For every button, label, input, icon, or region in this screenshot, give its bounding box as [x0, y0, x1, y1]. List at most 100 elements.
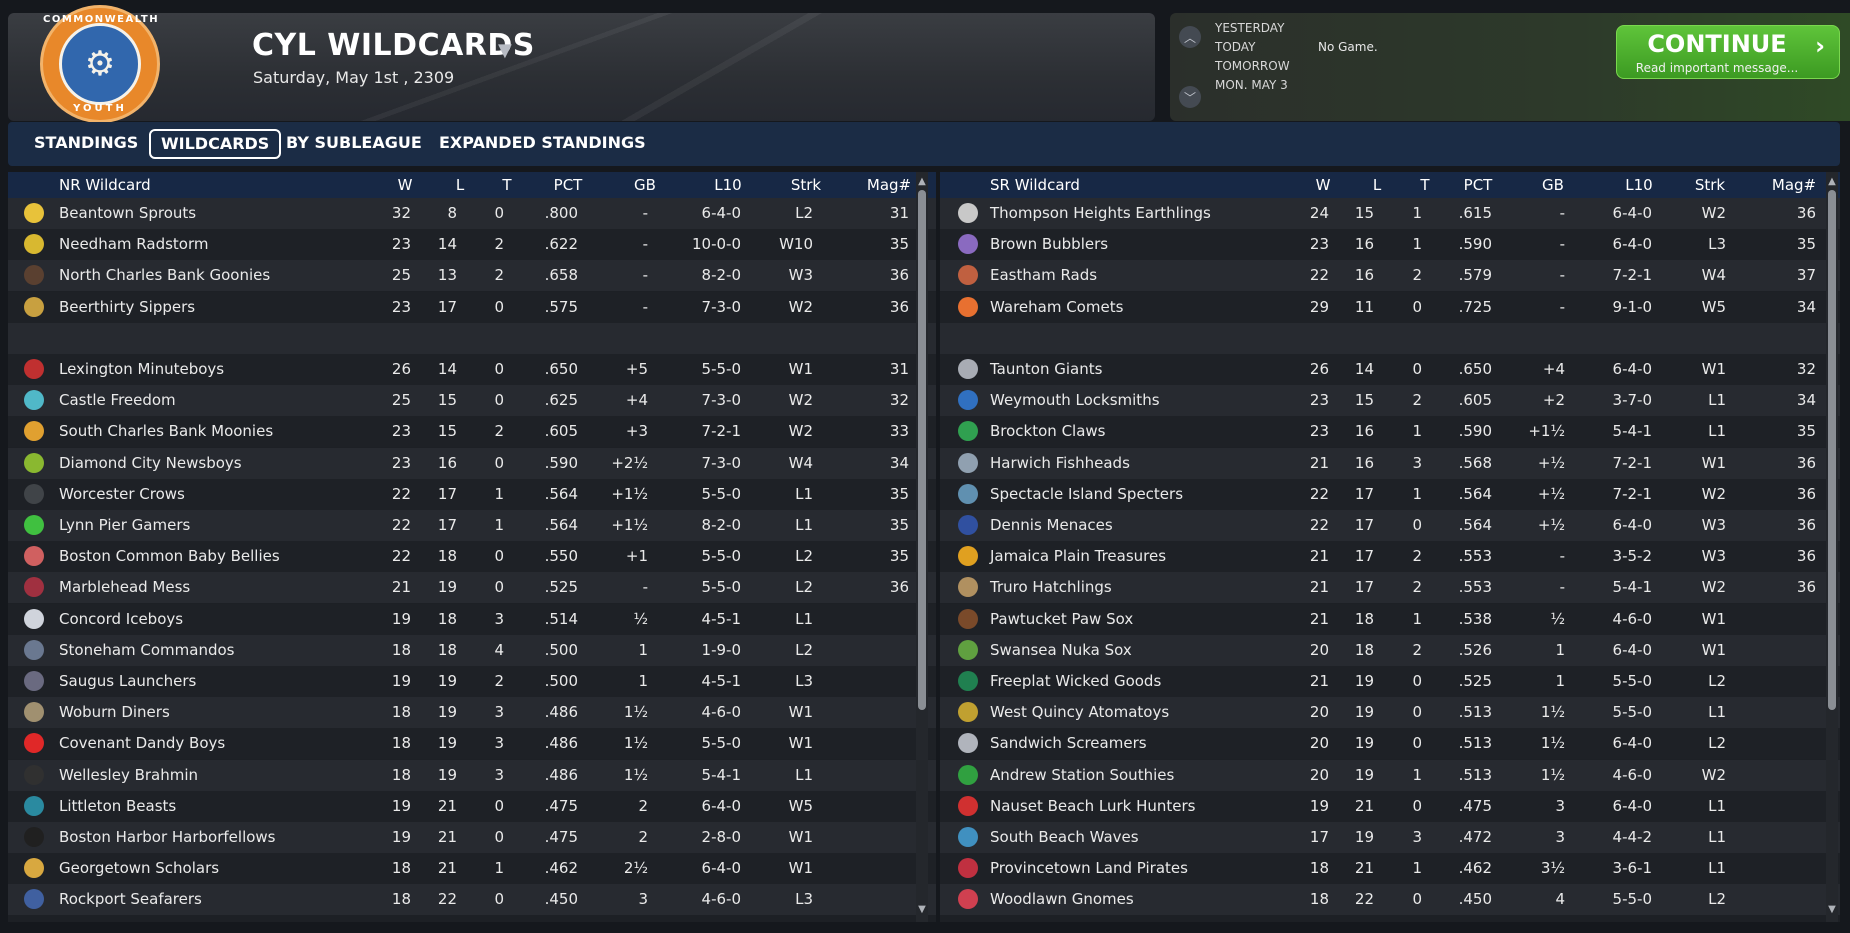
col-w[interactable]: W [397, 176, 413, 194]
table-row[interactable]: Rockport Seafarers 18 22 0 .450 3 4-6-0 L3 [8, 884, 936, 916]
table-row[interactable]: Wareham Comets 29 11 0 .725 - 9-1-0 W5 34 [940, 291, 1840, 323]
team-name[interactable]: Pawtucket Paw Sox [990, 609, 1134, 628]
col-mag[interactable]: Mag# [1771, 176, 1817, 194]
table-row[interactable]: Saugus Launchers 19 19 2 .500 1 4-5-1 L3 [8, 666, 936, 697]
table-row[interactable]: Eastham Rads 22 16 2 .579 - 7-2-1 W4 37 [940, 260, 1840, 292]
table-row[interactable]: Covenant Dandy Boys 18 19 3 .486 1½ 5-5-0 W1 [8, 728, 936, 760]
day-next[interactable]: MON. MAY 3 [1215, 78, 1288, 92]
table-row[interactable]: Concord Iceboys 19 18 3 .514 ½ 4-5-1 L1 [8, 603, 936, 635]
table-row[interactable]: Taunton Giants 26 14 0 .650 +4 6-4-0 W1 32 [940, 354, 1840, 385]
table-row[interactable]: Brown Bubblers 23 16 1 .590 - 6-4-0 L3 35 [940, 229, 1840, 261]
tab-standings[interactable]: STANDINGS [34, 133, 139, 152]
team-name[interactable]: Stoneham Commandos [59, 640, 235, 659]
tab-expanded-standings[interactable]: EXPANDED STANDINGS [439, 133, 646, 152]
team-name[interactable]: Thompson Heights Earthlings [990, 204, 1211, 222]
team-name[interactable]: Rockport Seafarers [59, 890, 202, 909]
team-name[interactable]: Castle Freedom [59, 391, 176, 410]
table-row[interactable]: Brockton Claws 23 16 1 .590 +1½ 5-4-1 L1 35 [940, 416, 1840, 448]
team-name[interactable]: Boston Common Baby Bellies [59, 547, 280, 566]
team-name[interactable]: Concord Iceboys [59, 609, 184, 628]
team-name[interactable]: Needham Radstorm [59, 235, 209, 254]
scrollbar[interactable]: ▲ ▼ [1826, 172, 1838, 922]
col-strk[interactable]: Strk [1694, 176, 1726, 194]
scroll-down-icon[interactable]: ▼ [918, 904, 926, 915]
table-row[interactable]: Needham Radstorm 23 14 2 .622 - 10-0-0 W10 35 [8, 229, 936, 261]
col-t[interactable]: T [1420, 176, 1430, 194]
chevron-up-icon[interactable]: ︿ [1179, 26, 1201, 48]
table-row[interactable]: Stoneham Commandos 18 18 4 .500 1 1-9-0 L2 [8, 634, 936, 666]
chevron-down-icon[interactable]: ﹀ [1179, 86, 1201, 108]
table-row[interactable]: Lexington Minuteboys 26 14 0 .650 +5 5-5-0 W1 31 [8, 354, 936, 385]
table-row[interactable]: Thompson Heights Earthlings 24 15 1 .615 - 6-4… [940, 198, 1840, 229]
tab-wildcards[interactable]: WILDCARDS [149, 129, 282, 159]
table-row[interactable]: Lynn Pier Gamers 22 17 1 .564 +1½ 8-2-0 L1 35 [8, 510, 936, 541]
table-row[interactable]: Wellesley Brahmin 18 19 3 .486 1½ 5-4-1 L1 [8, 759, 936, 791]
table-row[interactable]: Woburn Diners 18 19 3 .486 1½ 4-6-0 W1 [8, 697, 936, 729]
col-l[interactable]: L [455, 176, 465, 194]
table-title[interactable]: NR Wildcard [59, 176, 151, 194]
col-l10[interactable]: L10 [1625, 176, 1653, 194]
table-row[interactable]: Littleton Beasts 19 21 0 .475 2 6-4-0 W5 [8, 790, 936, 822]
table-row[interactable]: West Quincy Atomatoys 20 19 0 .513 1½ 5-5-0 L1 [940, 697, 1840, 729]
team-name[interactable]: Wareham Comets [990, 297, 1124, 316]
col-gb[interactable]: GB [1542, 176, 1564, 194]
team-name[interactable]: Spectacle Island Specters [990, 484, 1184, 503]
table-row[interactable]: Truro Hatchlings 21 17 2 .553 - 5-4-1 W2 36 [940, 572, 1840, 604]
team-name[interactable]: Beantown Sprouts [59, 204, 197, 222]
table-row[interactable]: Beerthirty Sippers 23 17 0 .575 - 7-3-0 W2 36 [8, 291, 936, 323]
team-name[interactable]: Boston Harbor Harborfellows [59, 828, 276, 846]
team-name[interactable]: Freeplat Wicked Goods [990, 672, 1162, 690]
table-row[interactable]: Freeplat Wicked Goods 21 19 0 .525 1 5-5-0 L2 [940, 666, 1840, 697]
team-name[interactable]: Brown Bubblers [990, 235, 1109, 254]
table-row[interactable]: Andrew Station Southies 20 19 1 .513 1½ 4-6-0 W… [940, 759, 1840, 791]
team-name[interactable]: Harwich Fishheads [990, 453, 1130, 472]
team-name[interactable]: Georgetown Scholars [59, 859, 220, 878]
table-row[interactable]: Georgetown Scholars 18 21 1 .462 2½ 6-4-0 W1 [8, 853, 936, 885]
day-today[interactable]: TODAY [1215, 40, 1256, 54]
col-l[interactable]: L [1372, 176, 1382, 194]
team-name[interactable]: Jamaica Plain Treasures [990, 547, 1167, 566]
col-mag[interactable]: Mag# [866, 176, 912, 194]
scroll-thumb[interactable] [1828, 190, 1836, 710]
scroll-up-icon[interactable]: ▲ [1828, 176, 1836, 187]
day-tomorrow[interactable]: TOMORROW [1215, 59, 1290, 73]
team-name[interactable]: Covenant Dandy Boys [59, 734, 226, 753]
table-row[interactable]: Beantown Sprouts 32 8 0 .800 - 6-4-0 L2 31 [8, 198, 936, 229]
scroll-up-icon[interactable]: ▲ [918, 176, 926, 187]
team-name[interactable]: Eastham Rads [990, 266, 1098, 285]
scrollbar[interactable]: ▲ ▼ [916, 172, 928, 922]
team-name[interactable]: Truro Hatchlings [990, 578, 1112, 597]
table-row[interactable]: Sandwich Screamers 20 19 0 .513 1½ 6-4-0 L2 [940, 728, 1840, 760]
team-name[interactable]: Weymouth Locksmiths [990, 391, 1160, 410]
scroll-down-icon[interactable]: ▼ [1828, 904, 1836, 915]
table-row[interactable]: Spectacle Island Specters 22 17 1 .564 +½ 7-2-… [940, 478, 1840, 510]
day-yesterday[interactable]: YESTERDAY [1215, 21, 1285, 35]
team-name[interactable]: Andrew Station Southies [990, 765, 1175, 784]
team-name[interactable]: Woburn Diners [59, 703, 170, 722]
table-row[interactable]: Dennis Menaces 22 17 0 .564 +½ 6-4-0 W3 36 [940, 510, 1840, 541]
table-row[interactable]: Nauset Beach Lurk Hunters 19 21 0 .475 3 6-4-0… [940, 790, 1840, 822]
table-row[interactable]: Marblehead Mess 21 19 0 .525 - 5-5-0 L2 36 [8, 572, 936, 604]
page-title[interactable]: CYL WILDCARDS [252, 28, 535, 63]
table-row[interactable]: South Beach Waves 17 19 3 .472 3 4-4-2 L1 [940, 822, 1840, 853]
table-row[interactable]: Pawtucket Paw Sox 21 18 1 .538 ½ 4-6-0 W1 [940, 603, 1840, 635]
table-row[interactable]: South Charles Bank Moonies 23 15 2 .605 +3 7-2… [8, 416, 936, 448]
col-pct[interactable]: PCT [553, 176, 583, 194]
col-gb[interactable]: GB [634, 176, 656, 194]
table-row[interactable]: Woodlawn Gnomes 18 22 0 .450 4 5-5-0 L2 [940, 884, 1840, 916]
table-row[interactable]: Boston Harbor Harborfellows 19 21 0 .475 2 2-8… [8, 822, 936, 853]
table-row[interactable]: Boston Common Baby Bellies 22 18 0 .550 +1 5-5… [8, 541, 936, 573]
table-row[interactable]: Jamaica Plain Treasures 21 17 2 .553 - 3-5-2 W3… [940, 541, 1840, 573]
table-title[interactable]: SR Wildcard [990, 176, 1080, 194]
team-name[interactable]: Dennis Menaces [990, 516, 1113, 534]
team-name[interactable]: Sandwich Screamers [990, 734, 1147, 753]
col-pct[interactable]: PCT [1463, 176, 1493, 194]
team-name[interactable]: South Beach Waves [990, 828, 1139, 846]
team-name[interactable]: Beerthirty Sippers [59, 297, 196, 316]
team-name[interactable]: Lexington Minuteboys [59, 360, 225, 378]
team-name[interactable]: Taunton Giants [990, 360, 1103, 378]
table-row[interactable]: Swansea Nuka Sox 20 18 2 .526 1 6-4-0 W1 [940, 634, 1840, 666]
table-row[interactable]: North Charles Bank Goonies 25 13 2 .658 - 8-2-… [8, 260, 936, 292]
team-name[interactable]: South Charles Bank Moonies [59, 422, 274, 441]
table-row[interactable]: Worcester Crows 22 17 1 .564 +1½ 5-5-0 L1 35 [8, 478, 936, 510]
